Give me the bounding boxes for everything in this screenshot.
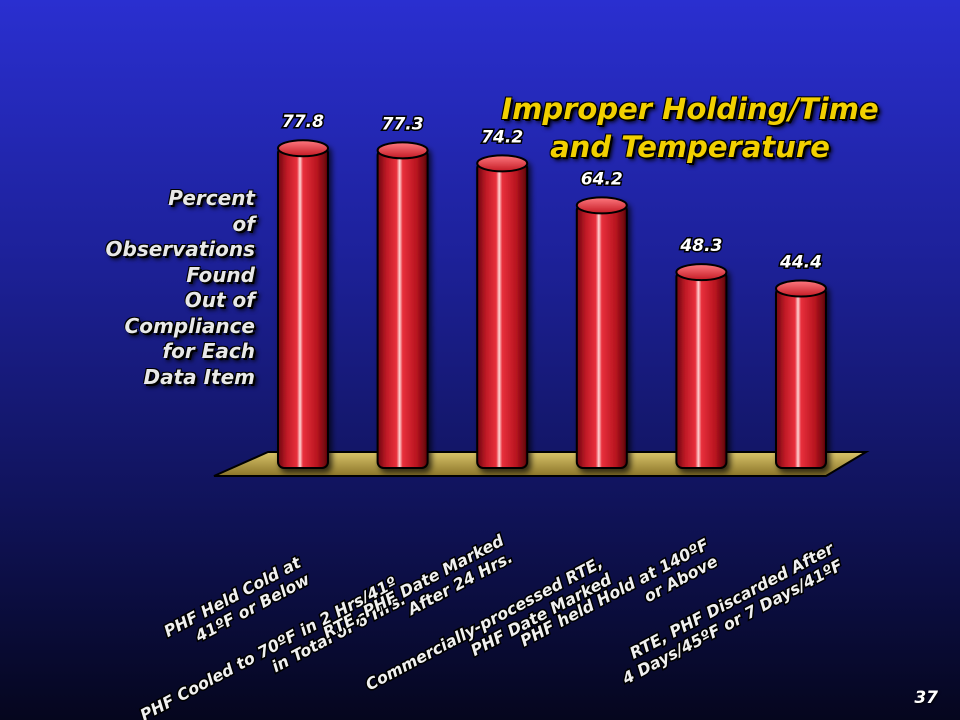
bar-body <box>675 270 728 470</box>
data-label: 64.2 <box>581 169 623 189</box>
bar-body <box>775 286 827 469</box>
data-label: 48.3 <box>679 236 722 256</box>
bar-6 <box>775 279 827 469</box>
y-axis-label-line: of <box>232 211 255 236</box>
x-tick-label: RTE, PHF Discarded After4 Days/45ºF or 7… <box>609 538 846 688</box>
bar-1 <box>277 139 329 470</box>
bar-5 <box>675 263 728 470</box>
y-axis-label-line: for Each <box>162 339 255 363</box>
bar-cap <box>476 154 529 173</box>
bar-body <box>575 203 628 470</box>
bar-body <box>277 146 329 470</box>
y-axis-label-line: Data Item <box>143 364 255 389</box>
bar-4 <box>575 196 628 470</box>
bar-2 <box>376 141 429 469</box>
y-axis-label: Percent of Observations Found Out of Com… <box>60 186 255 390</box>
y-axis-label-line: Found <box>186 262 255 287</box>
bar-body <box>476 161 529 470</box>
bar-cap <box>675 263 728 282</box>
bar-3 <box>476 154 529 470</box>
bar-cap <box>376 141 429 160</box>
bars-group: 77.8 77.3 74.2 64.2 48.3 44.4 <box>277 111 827 470</box>
data-label: 77.3 <box>382 114 424 134</box>
chart-title-line-1: Improper Holding/Time <box>501 92 879 126</box>
bar-cap <box>575 196 628 215</box>
data-label: 44.4 <box>779 253 822 273</box>
data-label: 74.2 <box>481 127 523 147</box>
bar-cap <box>775 279 827 298</box>
data-label: 77.8 <box>282 112 324 132</box>
y-axis-label-line: Out of <box>184 288 255 312</box>
bar-cap <box>277 139 329 158</box>
page-number: 37 <box>914 688 938 708</box>
bar-body <box>376 148 429 469</box>
chart-title-line-2: and Temperature <box>550 130 830 164</box>
y-axis-label-line: Compliance <box>124 313 255 338</box>
y-axis-label-line: Percent <box>168 186 255 210</box>
y-axis-label-line: Observations <box>105 237 255 261</box>
